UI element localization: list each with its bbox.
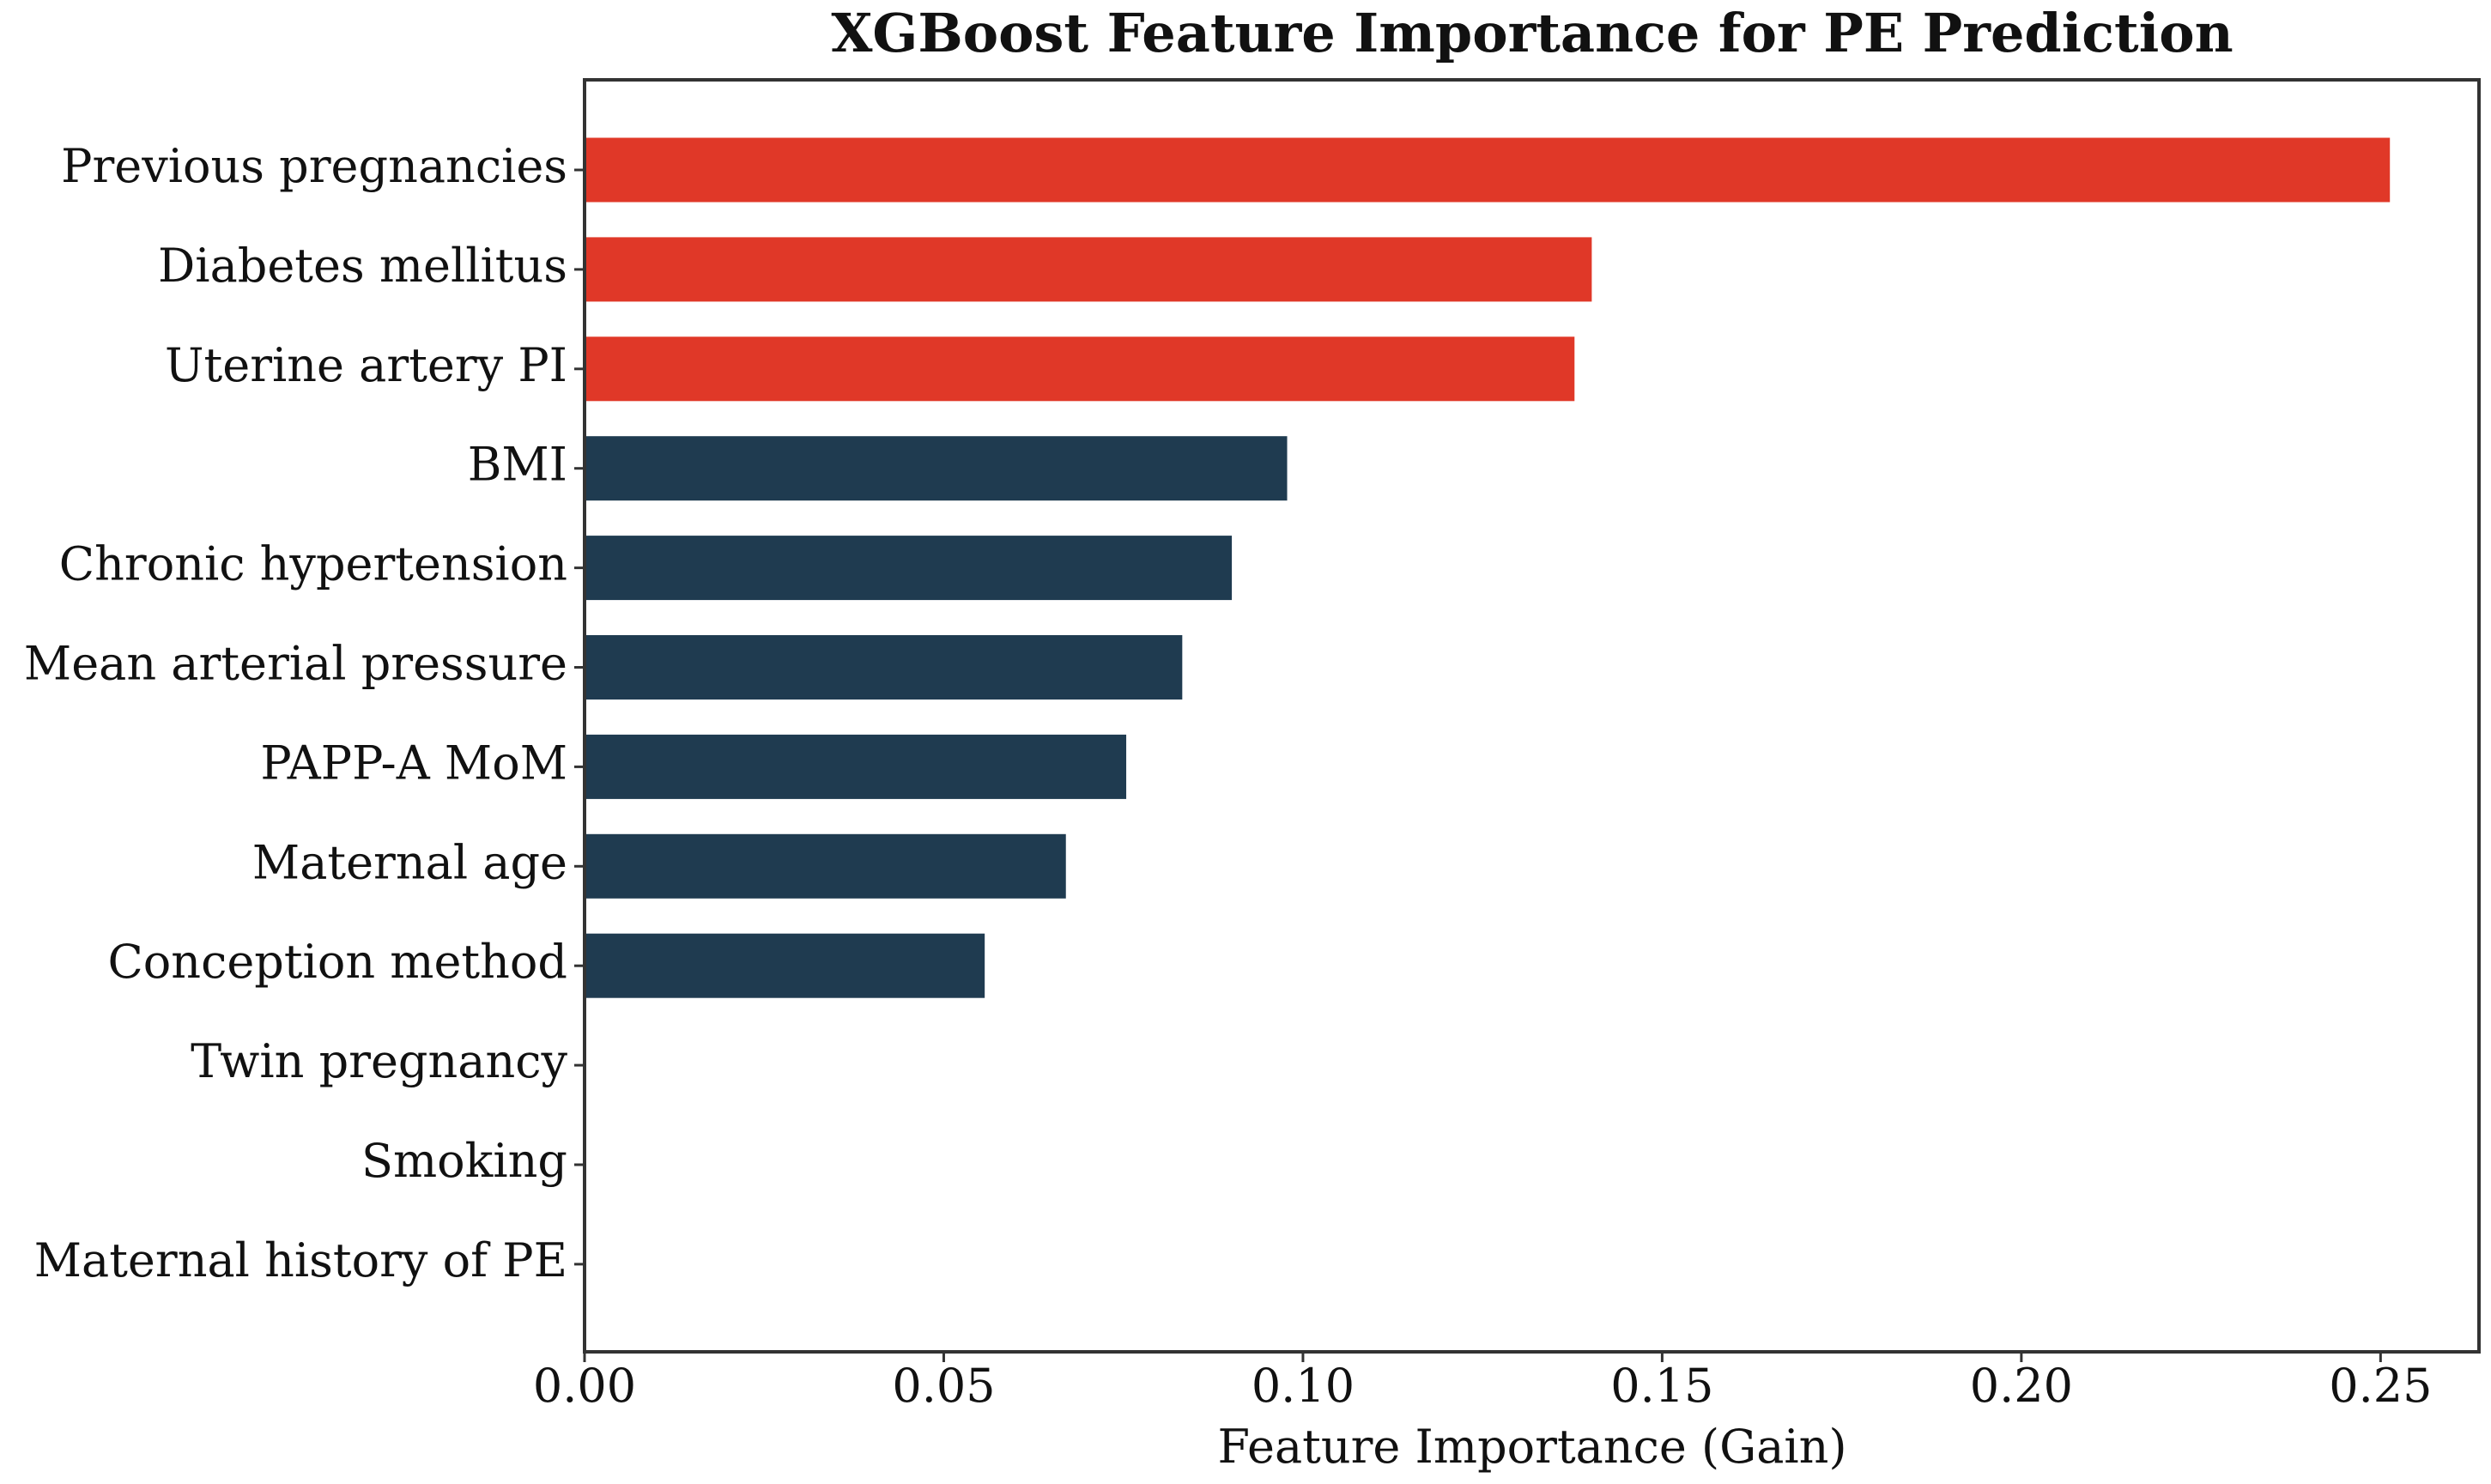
y-tick-label: Smoking <box>361 1134 567 1188</box>
x-tick-label: 0.15 <box>1610 1359 1713 1413</box>
x-tick-label: 0.25 <box>2329 1359 2432 1413</box>
bar <box>585 436 1288 501</box>
y-tick-label: Chronic hypertension <box>59 537 567 591</box>
x-tick-label: 0.00 <box>533 1359 636 1413</box>
y-tick-label: Mean arterial pressure <box>24 637 567 691</box>
y-tick-label: Twin pregnancy <box>191 1034 567 1088</box>
bar <box>585 536 1233 601</box>
x-tick-label: 0.10 <box>1252 1359 1355 1413</box>
y-tick-label: BMI <box>468 438 567 492</box>
bar <box>585 137 2391 203</box>
y-tick-label: Maternal history of PE <box>34 1233 567 1287</box>
chart-title: XGBoost Feature Importance for PE Predic… <box>831 2 2233 64</box>
bar <box>585 734 1127 799</box>
y-tick-label: PAPP-A MoM <box>260 736 567 790</box>
x-axis-label: Feature Importance (Gain) <box>1217 1420 1846 1474</box>
bar <box>585 933 985 998</box>
bar <box>585 635 1183 700</box>
y-tick-label: Diabetes mellitus <box>158 239 567 293</box>
x-tick-label: 0.20 <box>1970 1359 2073 1413</box>
y-tick-label: Maternal age <box>252 835 567 889</box>
y-tick-label: Conception method <box>107 935 567 989</box>
x-tick-label: 0.05 <box>892 1359 995 1413</box>
y-tick-label: Previous pregnancies <box>61 139 567 193</box>
plot-frame <box>583 78 2481 1354</box>
bar <box>585 833 1066 899</box>
y-tick-label: Uterine artery PI <box>165 338 567 392</box>
bar <box>585 336 1575 402</box>
bar <box>585 237 1592 302</box>
